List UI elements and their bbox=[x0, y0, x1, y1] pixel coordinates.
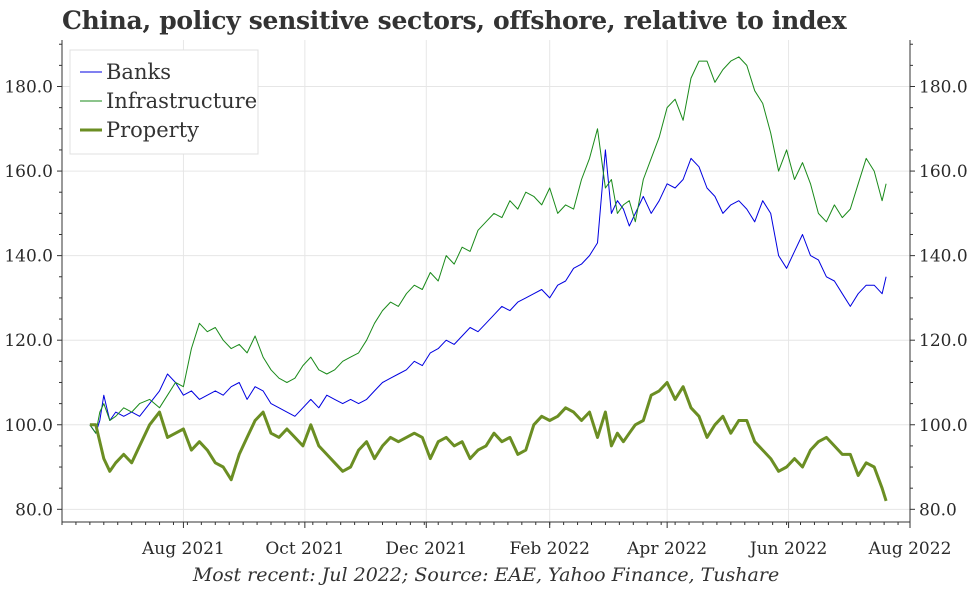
legend-label-property: Property bbox=[106, 118, 199, 142]
y-tick-label-left: 120.0 bbox=[4, 331, 53, 351]
x-tick-label: Aug 2022 bbox=[868, 539, 952, 559]
series-line-infrastructure bbox=[89, 56, 887, 434]
y-tick-label-left: 140.0 bbox=[4, 247, 53, 267]
axes: 80.0 80.0 100.0 100.0 120.0 120.0 140.0 140.0 16… bbox=[4, 40, 968, 559]
y-tick-label-right: 80.0 bbox=[919, 500, 957, 520]
y-tick-label-left: 160.0 bbox=[4, 162, 53, 182]
x-tick-label: Oct 2021 bbox=[265, 539, 344, 559]
y-tick-label-left: 80.0 bbox=[15, 500, 53, 520]
y-tick-label-left: 100.0 bbox=[4, 416, 53, 436]
source-caption: Most recent: Jul 2022; Source: EAE, Yaho… bbox=[192, 564, 780, 586]
legend-box bbox=[69, 49, 259, 155]
y-tick-label-right: 140.0 bbox=[919, 247, 968, 267]
y-tick-label-right: 100.0 bbox=[919, 416, 968, 436]
series-lines bbox=[89, 56, 888, 502]
x-tick-label: Apr 2022 bbox=[626, 539, 707, 559]
legend: Banks Infrastructure Property bbox=[69, 49, 259, 155]
x-tick-label: Jun 2022 bbox=[748, 539, 827, 559]
y-tick-label-right: 120.0 bbox=[919, 331, 968, 351]
chart-title: China, policy sensitive sectors, offshor… bbox=[62, 6, 847, 35]
x-tick-label: Feb 2022 bbox=[509, 539, 589, 559]
series-line-banks bbox=[89, 149, 887, 434]
y-tick-label-right: 180.0 bbox=[919, 78, 968, 98]
x-tick-label: Dec 2021 bbox=[385, 539, 467, 559]
y-tick-label-left: 180.0 bbox=[4, 78, 53, 98]
y-tick-label-right: 160.0 bbox=[919, 162, 968, 182]
x-tick-label: Aug 2021 bbox=[141, 539, 225, 559]
legend-label-banks: Banks bbox=[106, 60, 171, 84]
legend-label-infrastructure: Infrastructure bbox=[106, 89, 257, 113]
series-line-property bbox=[89, 381, 888, 502]
